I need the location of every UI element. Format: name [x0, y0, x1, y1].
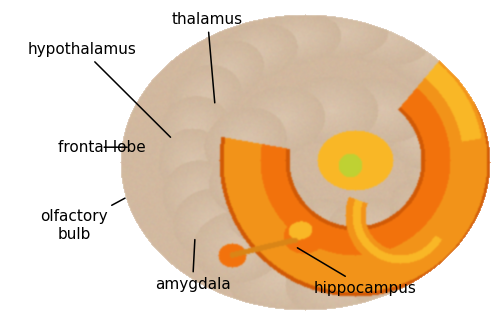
Text: olfactory
bulb: olfactory bulb — [40, 198, 125, 242]
Text: amygdala: amygdala — [154, 240, 230, 292]
Text: thalamus: thalamus — [172, 12, 243, 103]
Text: hippocampus: hippocampus — [298, 248, 416, 295]
Text: frontal lobe: frontal lobe — [58, 140, 145, 155]
Text: hypothalamus: hypothalamus — [28, 42, 171, 137]
